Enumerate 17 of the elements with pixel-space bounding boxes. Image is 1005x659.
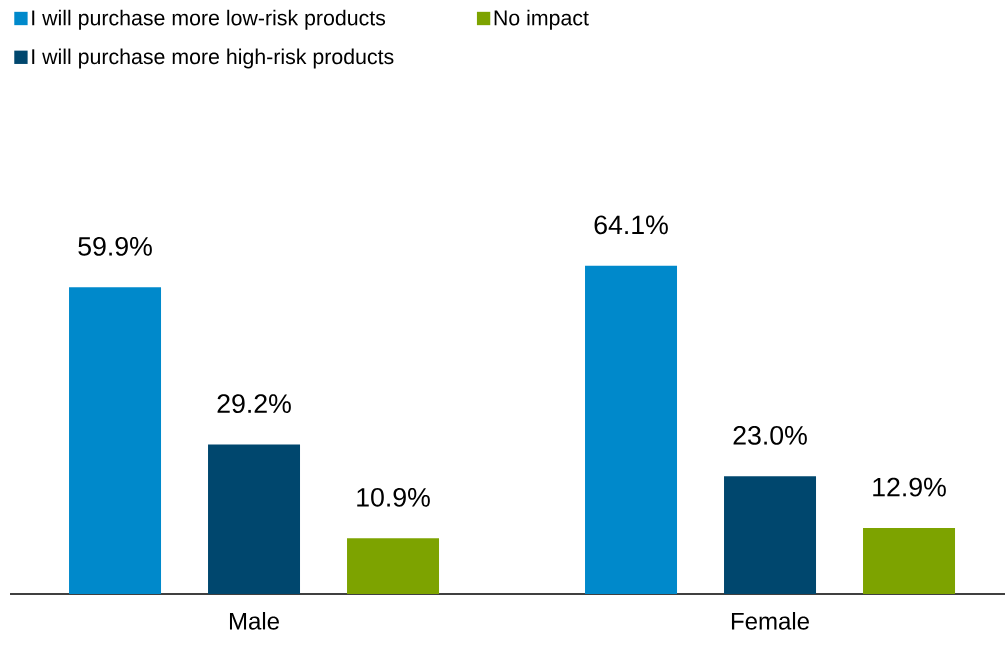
legend-label: I will purchase more low-risk products	[32, 9, 386, 30]
legend-label: No impact	[494, 9, 589, 30]
bar	[724, 476, 817, 594]
data-label: 12.9%	[873, 477, 946, 497]
bar	[347, 538, 440, 594]
bar	[69, 287, 162, 594]
data-label: 10.9%	[357, 487, 430, 507]
data-label: 29.2%	[217, 394, 291, 414]
bar	[208, 444, 301, 594]
bar	[863, 527, 956, 594]
data-label: 23.0%	[733, 425, 807, 445]
x-tick-label: Male	[229, 612, 279, 630]
bar	[585, 265, 678, 594]
data-label: 64.1%	[594, 215, 668, 235]
data-label: 59.9%	[78, 236, 152, 256]
x-tick-label: Female	[731, 612, 809, 630]
legend-label: I will purchase more high-risk products	[32, 48, 394, 69]
